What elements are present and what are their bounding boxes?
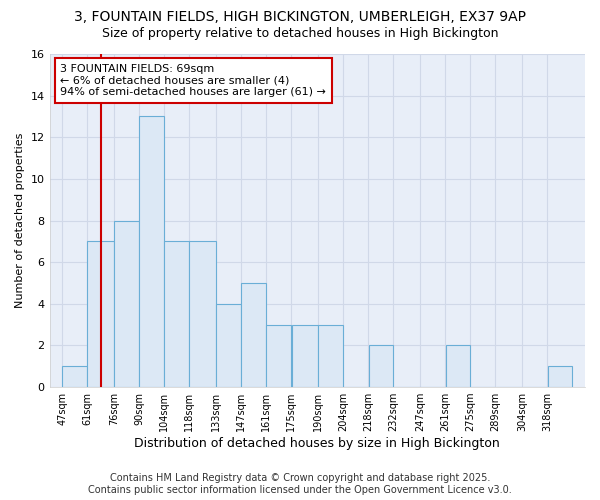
- Bar: [319, 324, 343, 387]
- Bar: [446, 346, 470, 387]
- Y-axis label: Number of detached properties: Number of detached properties: [15, 133, 25, 308]
- Bar: [114, 220, 139, 387]
- Bar: [266, 324, 291, 387]
- Text: Size of property relative to detached houses in High Bickington: Size of property relative to detached ho…: [102, 28, 498, 40]
- Bar: [241, 283, 266, 387]
- Bar: [217, 304, 241, 387]
- Bar: [164, 242, 189, 387]
- Bar: [190, 242, 216, 387]
- Bar: [62, 366, 87, 387]
- Bar: [88, 242, 114, 387]
- Bar: [292, 324, 318, 387]
- Bar: [368, 346, 393, 387]
- Text: 3, FOUNTAIN FIELDS, HIGH BICKINGTON, UMBERLEIGH, EX37 9AP: 3, FOUNTAIN FIELDS, HIGH BICKINGTON, UMB…: [74, 10, 526, 24]
- Text: 3 FOUNTAIN FIELDS: 69sqm
← 6% of detached houses are smaller (4)
94% of semi-det: 3 FOUNTAIN FIELDS: 69sqm ← 6% of detache…: [60, 64, 326, 97]
- X-axis label: Distribution of detached houses by size in High Bickington: Distribution of detached houses by size …: [134, 437, 500, 450]
- Bar: [139, 116, 164, 387]
- Text: Contains HM Land Registry data © Crown copyright and database right 2025.
Contai: Contains HM Land Registry data © Crown c…: [88, 474, 512, 495]
- Bar: [548, 366, 572, 387]
